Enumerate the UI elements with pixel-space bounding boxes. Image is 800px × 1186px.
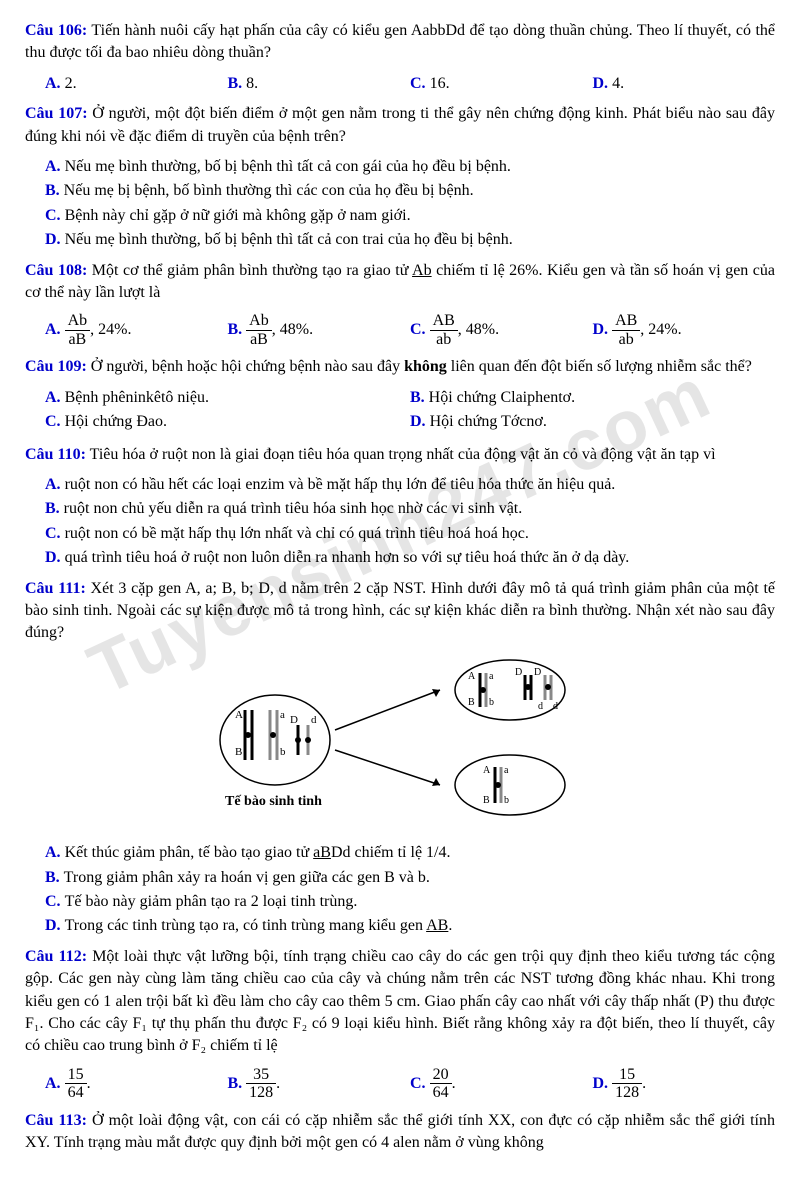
q108-opt-a: A. AbaB, 24%. — [45, 312, 228, 348]
question-112: Câu 112: Một loài thực vật lưỡng bội, tí… — [25, 946, 775, 1058]
svg-text:Tế bào sinh tinh: Tế bào sinh tinh — [225, 794, 322, 809]
meiosis-diagram-icon: A B a b D d Tế bào sinh tinh Aa Bb DD dd… — [190, 655, 610, 825]
svg-text:a: a — [489, 671, 494, 682]
q106-text: Tiến hành nuôi cấy hạt phấn của cây có k… — [25, 22, 775, 61]
svg-text:d: d — [538, 701, 543, 712]
q110-opt-a: A. ruột non có hầu hết các loại enzim và… — [45, 474, 775, 496]
q112-opt-a: A. 1564. — [45, 1066, 228, 1102]
svg-text:D: D — [534, 667, 541, 678]
q111-opt-c: C. Tế bào này giảm phân tạo ra 2 loại ti… — [45, 891, 775, 913]
q109-opt-c: C. Hội chứng Đao. — [45, 411, 410, 433]
svg-text:A: A — [235, 709, 243, 721]
svg-text:b: b — [280, 746, 286, 758]
question-111: Câu 111: Xét 3 cặp gen A, a; B, b; D, d … — [25, 578, 775, 645]
q110-options: A. ruột non có hầu hết các loại enzim và… — [45, 474, 775, 570]
q108-opt-b: B. AbaB, 48%. — [228, 312, 411, 348]
question-109: Câu 109: Ở người, bệnh hoặc hội chứng bệ… — [25, 356, 775, 378]
svg-text:d: d — [311, 714, 317, 726]
svg-text:b: b — [489, 697, 494, 708]
svg-text:B: B — [235, 746, 242, 758]
q111-opt-a: A. Kết thúc giảm phân, tế bào tạo giao t… — [45, 842, 775, 864]
q106-opt-a: A. 2. — [45, 73, 228, 95]
svg-text:b: b — [504, 795, 509, 806]
q108-label: Câu 108: — [25, 262, 87, 279]
q106-label: Câu 106: — [25, 22, 87, 39]
svg-text:B: B — [468, 697, 475, 708]
q107-options: A. Nếu mẹ bình thường, bố bị bệnh thì tấ… — [45, 156, 775, 252]
q109-opt-b: B. Hội chứng Claiphentơ. — [410, 387, 775, 409]
q110-text: Tiêu hóa ở ruột non là giai đoạn tiêu hó… — [86, 446, 716, 463]
q106-opt-c: C. 16. — [410, 73, 593, 95]
question-108: Câu 108: Một cơ thể giảm phân bình thườn… — [25, 260, 775, 305]
question-110: Câu 110: Tiêu hóa ở ruột non là giai đoạ… — [25, 444, 775, 466]
q111-opt-d: D. Trong các tinh trùng tạo ra, có tinh … — [45, 915, 775, 937]
q111-label: Câu 111: — [25, 580, 86, 597]
q112-text: Một loài thực vật lưỡng bội, tính trạng … — [25, 948, 775, 1055]
q111-text: Xét 3 cặp gen A, a; B, b; D, d nằm trên … — [25, 580, 775, 642]
svg-text:d: d — [553, 701, 558, 712]
svg-text:a: a — [504, 765, 509, 776]
q112-opt-b: B. 35128. — [228, 1066, 411, 1102]
q107-text: Ở người, một đột biến điểm ở một gen nằm… — [25, 105, 775, 144]
svg-text:A: A — [483, 765, 491, 776]
question-113: Câu 113: Ở một loài động vật, con cái có… — [25, 1110, 775, 1155]
svg-text:B: B — [483, 795, 490, 806]
q113-label: Câu 113: — [25, 1112, 87, 1129]
q106-opt-b: B. 8. — [228, 73, 411, 95]
q108-opt-d: D. ABab, 24%. — [593, 312, 776, 348]
q109-opt-d: D. Hội chứng Tớcnơ. — [410, 411, 775, 433]
svg-text:A: A — [468, 671, 476, 682]
q107-opt-d: D. Nếu mẹ bình thường, bố bị bệnh thì tấ… — [45, 229, 775, 251]
question-106: Câu 106: Tiến hành nuôi cấy hạt phấn của… — [25, 20, 775, 65]
svg-text:D: D — [515, 667, 522, 678]
q111-options: A. Kết thúc giảm phân, tế bào tạo giao t… — [45, 842, 775, 938]
svg-text:a: a — [280, 709, 285, 721]
q110-label: Câu 110: — [25, 446, 86, 463]
q109-options: A. Bệnh phêninkêtô niệu. B. Hội chứng Cl… — [45, 387, 775, 436]
q110-opt-c: C. ruột non có bề mặt hấp thụ lớn nhất v… — [45, 523, 775, 545]
q111-opt-b: B. Trong giảm phân xảy ra hoán vị gen gi… — [45, 867, 775, 889]
q112-opt-c: C. 2064. — [410, 1066, 593, 1102]
q111-diagram: A B a b D d Tế bào sinh tinh Aa Bb DD dd… — [25, 655, 775, 832]
q107-opt-b: B. Nếu mẹ bị bệnh, bố bình thường thì cá… — [45, 180, 775, 202]
q110-opt-b: B. ruột non chủ yếu diễn ra quá trình ti… — [45, 498, 775, 520]
q109-label: Câu 109: — [25, 358, 87, 375]
q112-opt-d: D. 15128. — [593, 1066, 776, 1102]
q108-options: A. AbaB, 24%. B. AbaB, 48%. C. ABab, 48%… — [45, 312, 775, 348]
q107-label: Câu 107: — [25, 105, 88, 122]
q106-opt-d: D. 4. — [593, 73, 776, 95]
q106-options: A. 2. B. 8. C. 16. D. 4. — [45, 73, 775, 95]
q108-opt-c: C. ABab, 48%. — [410, 312, 593, 348]
q110-opt-d: D. quá trình tiêu hoá ở ruột non luôn di… — [45, 547, 775, 569]
q112-options: A. 1564. B. 35128. C. 2064. D. 15128. — [45, 1066, 775, 1102]
q109-opt-a: A. Bệnh phêninkêtô niệu. — [45, 387, 410, 409]
svg-text:D: D — [290, 714, 298, 726]
q107-opt-a: A. Nếu mẹ bình thường, bố bị bệnh thì tấ… — [45, 156, 775, 178]
q112-label: Câu 112: — [25, 948, 87, 965]
q113-text: Ở một loài động vật, con cái có cặp nhiễ… — [25, 1112, 775, 1151]
q107-opt-c: C. Bệnh này chỉ gặp ở nữ giới mà không g… — [45, 205, 775, 227]
question-107: Câu 107: Ở người, một đột biến điểm ở mộ… — [25, 103, 775, 148]
